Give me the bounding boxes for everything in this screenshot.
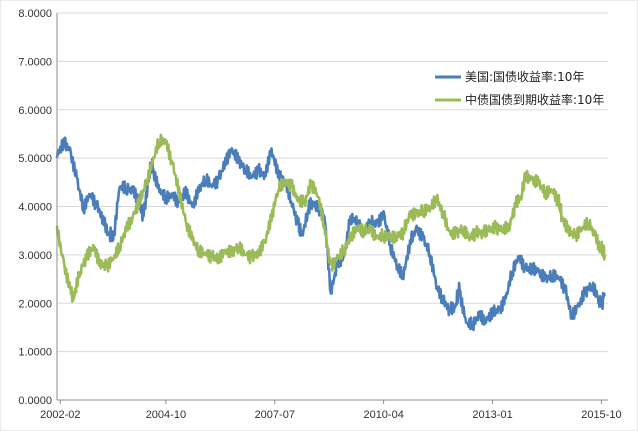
x-tick-label: 2002-02 — [40, 409, 80, 421]
x-tick-label: 2007-07 — [255, 409, 295, 421]
legend-label-1: 美国:国债收益率:10年 — [465, 69, 584, 84]
y-tick-label: 4.0000 — [18, 202, 52, 214]
y-tick-label: 0.0000 — [18, 395, 52, 407]
x-tick-label: 2015-10 — [581, 409, 621, 421]
series-line-2 — [55, 133, 606, 304]
axes: 0.0000 1.0000 2.0000 3.0000 4.0000 5.0000 6.00… — [18, 8, 621, 421]
grid — [57, 12, 608, 353]
y-tick-label: 6.0000 — [18, 105, 52, 117]
y-tick-label: 7.0000 — [18, 56, 52, 68]
y-tick-label: 8.0000 — [18, 8, 52, 20]
y-tick-label: 3.0000 — [18, 250, 52, 262]
x-tick-label: 2004-10 — [146, 409, 186, 421]
y-tick-label: 5.0000 — [18, 153, 52, 165]
legend-label-2: 中债国债到期收益率:10年 — [465, 92, 604, 107]
x-tick-label: 2013-01 — [472, 409, 512, 421]
y-tick-label: 2.0000 — [18, 298, 52, 310]
plot-area — [55, 133, 606, 332]
y-tick-label: 1.0000 — [18, 347, 52, 359]
x-tick-label: 2010-04 — [363, 409, 403, 421]
